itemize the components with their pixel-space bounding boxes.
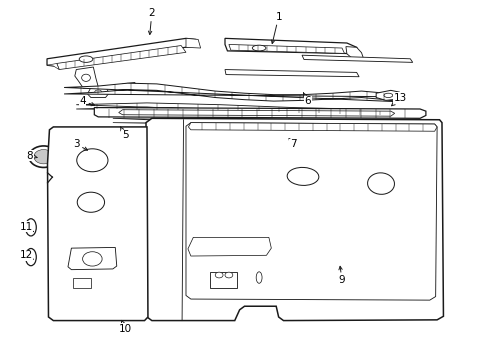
Circle shape bbox=[77, 149, 108, 172]
Polygon shape bbox=[113, 118, 351, 129]
Ellipse shape bbox=[383, 93, 392, 98]
Polygon shape bbox=[47, 127, 148, 320]
Polygon shape bbox=[94, 108, 425, 118]
Ellipse shape bbox=[125, 86, 132, 90]
Ellipse shape bbox=[256, 272, 262, 283]
Circle shape bbox=[215, 272, 223, 278]
Text: 9: 9 bbox=[338, 266, 345, 285]
Circle shape bbox=[34, 149, 53, 164]
Polygon shape bbox=[375, 90, 400, 100]
Circle shape bbox=[82, 252, 102, 266]
Ellipse shape bbox=[25, 219, 36, 236]
Text: 1: 1 bbox=[271, 12, 282, 44]
Polygon shape bbox=[345, 46, 363, 60]
Text: 4: 4 bbox=[79, 96, 94, 106]
Ellipse shape bbox=[81, 74, 90, 81]
Text: 8: 8 bbox=[26, 150, 37, 161]
Ellipse shape bbox=[79, 56, 93, 62]
Text: 10: 10 bbox=[118, 320, 131, 334]
Polygon shape bbox=[302, 55, 412, 62]
Polygon shape bbox=[119, 82, 138, 93]
Ellipse shape bbox=[367, 173, 394, 194]
Ellipse shape bbox=[286, 167, 318, 185]
Polygon shape bbox=[57, 45, 185, 69]
Polygon shape bbox=[185, 123, 436, 300]
Polygon shape bbox=[119, 110, 394, 116]
Text: 2: 2 bbox=[148, 8, 155, 35]
Polygon shape bbox=[47, 63, 59, 69]
Text: 6: 6 bbox=[303, 93, 310, 106]
Polygon shape bbox=[224, 39, 358, 54]
Polygon shape bbox=[224, 69, 358, 77]
Text: 11: 11 bbox=[20, 222, 33, 231]
Text: 5: 5 bbox=[121, 127, 128, 140]
FancyBboxPatch shape bbox=[210, 272, 237, 288]
Text: 3: 3 bbox=[73, 139, 87, 150]
Polygon shape bbox=[146, 118, 443, 320]
Polygon shape bbox=[75, 67, 98, 89]
Polygon shape bbox=[185, 39, 200, 48]
Polygon shape bbox=[187, 237, 271, 256]
Polygon shape bbox=[64, 83, 400, 102]
Circle shape bbox=[29, 146, 58, 167]
Circle shape bbox=[77, 192, 104, 212]
Text: 13: 13 bbox=[391, 93, 407, 106]
Circle shape bbox=[224, 272, 232, 278]
Polygon shape bbox=[76, 103, 400, 116]
Ellipse shape bbox=[95, 90, 102, 94]
Polygon shape bbox=[228, 44, 344, 53]
FancyBboxPatch shape bbox=[73, 278, 91, 288]
Ellipse shape bbox=[252, 45, 265, 51]
Polygon shape bbox=[68, 247, 117, 270]
Text: 12: 12 bbox=[20, 250, 33, 260]
Text: 7: 7 bbox=[288, 139, 296, 149]
Polygon shape bbox=[47, 39, 198, 66]
Ellipse shape bbox=[25, 248, 36, 266]
Polygon shape bbox=[188, 123, 436, 131]
Polygon shape bbox=[87, 86, 109, 98]
